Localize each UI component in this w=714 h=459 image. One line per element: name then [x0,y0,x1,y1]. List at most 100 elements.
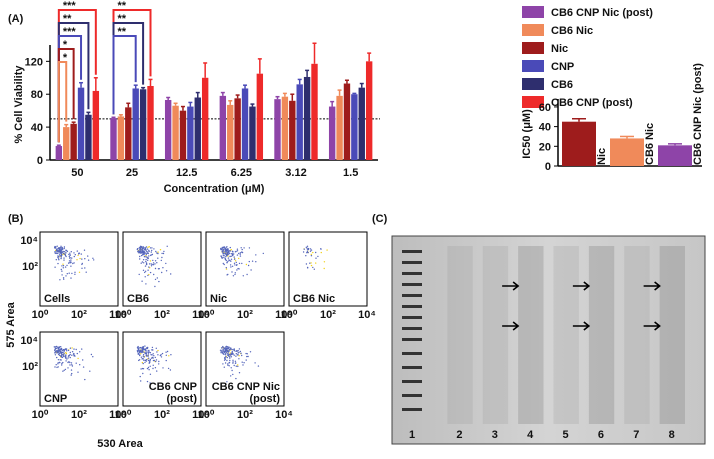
flow-dot [230,260,232,262]
plot-label: CB6 CNP [149,381,197,393]
flow-dot [84,378,86,381]
flow-dot [63,352,65,354]
flow-dot [238,358,240,360]
flow-plot [39,331,119,407]
flow-dot [230,375,232,377]
flow-dot [89,370,91,372]
flow-dot [63,253,66,255]
flow-dot [156,252,158,254]
flow-dot [235,362,237,364]
flow-dot [161,271,163,274]
flow-dot [148,357,150,359]
legend-swatch [522,96,544,108]
flow-dot [75,362,77,364]
flow-dot [140,246,142,249]
flow-dot [53,346,55,348]
flow-plot [288,231,368,307]
lane-smear [588,246,615,424]
flow-dot [236,350,238,352]
flow-dot [56,245,58,247]
x-tick-label: 10⁴ [358,309,376,321]
legend-label: CB6 [551,79,573,91]
flow-dot [224,350,227,353]
flow-dot [232,361,234,363]
flow-dot [144,270,147,272]
flow-dot [220,248,222,250]
flow-dot [255,254,257,256]
flow-dot [305,263,308,265]
flow-dot [61,364,63,366]
x-tick-label: 10⁰ [32,309,49,321]
flow-dot [165,351,167,353]
flow-dot [307,248,309,251]
flow-dot [162,267,164,269]
flow-dot [150,265,153,267]
flow-dot [145,250,148,252]
lane-smear [624,246,650,424]
flow-dot [223,249,225,251]
flow-dot [67,367,69,369]
flow-dot [237,354,239,356]
flow-dot [233,258,236,260]
ladder-band [402,294,422,297]
flow-dot [223,263,225,266]
lane-smear [482,246,509,424]
flow-dot [237,364,239,366]
flow-dot [228,349,230,351]
flow-dot [144,361,146,364]
flow-dot [157,349,159,352]
flow-dot [222,363,224,365]
flow-dot [68,361,70,363]
flow-dot [155,347,157,349]
flow-dot [60,252,63,254]
flow-dot [161,352,164,355]
flow-dot [60,249,63,251]
flow-dot [238,252,240,255]
flow-dot [76,259,78,261]
flow-dot [62,353,64,356]
flow-dot [156,370,158,372]
flow-dot [140,368,142,370]
flow-dot [228,346,230,348]
flow-dot [82,359,84,361]
flow-dot [165,270,168,272]
flow-dot [315,262,317,264]
flow-dot [224,253,226,255]
flow-dot [146,248,149,250]
legend-swatch [522,78,544,90]
flow-dot [157,354,159,356]
flow-dot [147,251,149,253]
flow-dot [144,345,146,347]
flow-dot [310,262,312,264]
flow-dot [69,347,72,349]
legend-label: CB6 CNP (post) [551,97,633,109]
flow-dot [139,250,141,252]
flow-dot [156,351,158,353]
flow-dot [57,258,60,260]
x-tick-label: 10² [320,309,336,321]
flow-dot [72,262,74,265]
flow-dot [224,362,227,364]
flow-dot [61,355,63,357]
flow-dot [142,351,144,353]
flow-dot [139,375,141,378]
flow-dot [68,255,71,258]
flow-dot [145,254,147,257]
lane-smear [553,246,579,424]
flow-dot [55,251,57,253]
flow-dot [241,361,243,363]
flow-dot [222,345,224,348]
flow-dot [54,352,56,354]
flow-dot [226,262,228,264]
flow-dot [320,248,322,250]
flow-dot [225,251,228,253]
flow-dot [54,346,57,348]
flow-dot [57,255,59,257]
flow-dot [73,252,75,254]
flow-dot [153,355,155,357]
flow-dot [152,367,154,370]
flow-dot [65,252,67,254]
x-tick-label: 10² [71,309,87,321]
flow-dot [229,359,231,362]
